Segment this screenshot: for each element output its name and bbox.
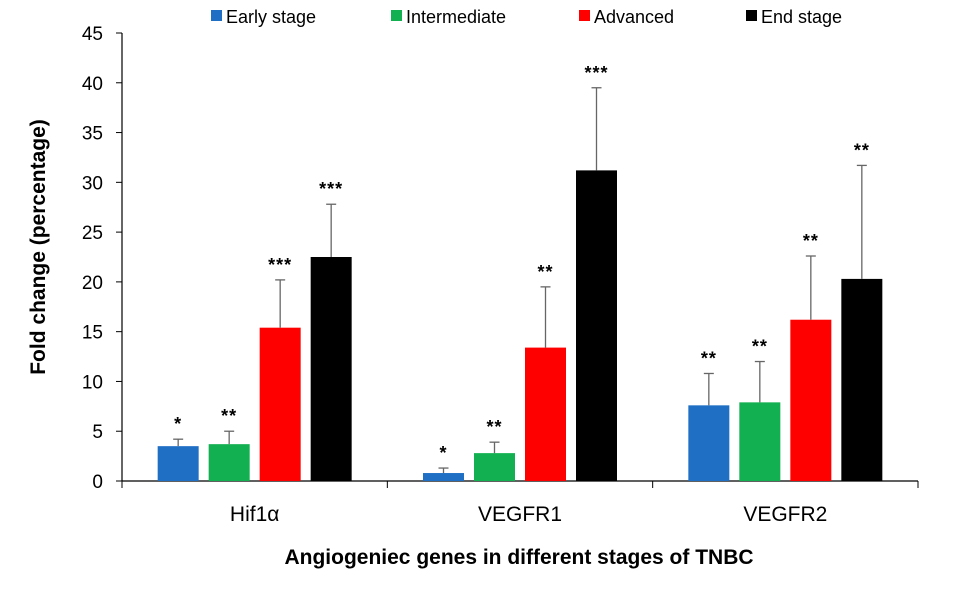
legend-label: Advanced [594, 7, 674, 27]
bar [474, 453, 515, 481]
legend-swatch [746, 10, 757, 21]
bar [576, 170, 617, 482]
y-tick-label: 15 [82, 323, 103, 344]
category-label: VEGFR2 [743, 503, 827, 526]
legend-swatch [211, 10, 222, 21]
legend-swatch [391, 10, 402, 21]
legend-label: Intermediate [406, 7, 506, 27]
significance-label: ** [537, 262, 553, 282]
y-tick-label: 25 [82, 223, 103, 244]
x-axis: Hif1α VEGFR1 VEGFR2 [121, 480, 919, 526]
significance-label: ** [752, 337, 768, 357]
y-tick-label: 40 [82, 74, 103, 95]
category-label: Hif1α [230, 503, 280, 526]
bar [259, 327, 301, 481]
y-axis: 0 5 10 15 20 25 30 35 40 45 [82, 24, 123, 493]
bar [525, 347, 566, 481]
y-tick-label: 10 [82, 372, 103, 393]
legend: Early stage Intermediate Advanced End stage [211, 7, 842, 27]
significance-label: * [439, 443, 447, 463]
significance-label: ** [221, 406, 237, 426]
significance-label: ** [701, 348, 717, 368]
x-axis-title: Angiogeniec genes in different stages of… [284, 546, 753, 569]
y-tick-label: 45 [82, 24, 103, 45]
bar [157, 446, 199, 481]
significance-label: ** [854, 140, 870, 160]
legend-label: Early stage [226, 7, 316, 27]
y-tick-label: 0 [92, 472, 103, 493]
legend-swatch [579, 10, 590, 21]
y-tick-label: 20 [82, 273, 103, 294]
y-tick-label: 35 [82, 124, 103, 145]
category-label: VEGFR1 [478, 503, 562, 526]
bar [423, 473, 464, 481]
bar [790, 319, 832, 481]
significance-label: * [174, 414, 182, 434]
y-tick-label: 30 [82, 173, 103, 194]
y-axis-title: Fold change (percentage) [27, 119, 50, 375]
bar [841, 278, 883, 481]
significance-label: *** [268, 255, 292, 275]
bar [208, 444, 250, 481]
bar [310, 257, 352, 481]
legend-label: End stage [761, 7, 842, 27]
significance-label: *** [319, 179, 343, 199]
significance-label: ** [803, 231, 819, 251]
bar [688, 405, 730, 481]
bar [739, 402, 781, 481]
significance-label: ** [486, 417, 502, 437]
y-tick-label: 5 [92, 422, 103, 443]
significance-label: *** [584, 63, 608, 83]
bar-series-group: * ************************ [157, 63, 883, 482]
